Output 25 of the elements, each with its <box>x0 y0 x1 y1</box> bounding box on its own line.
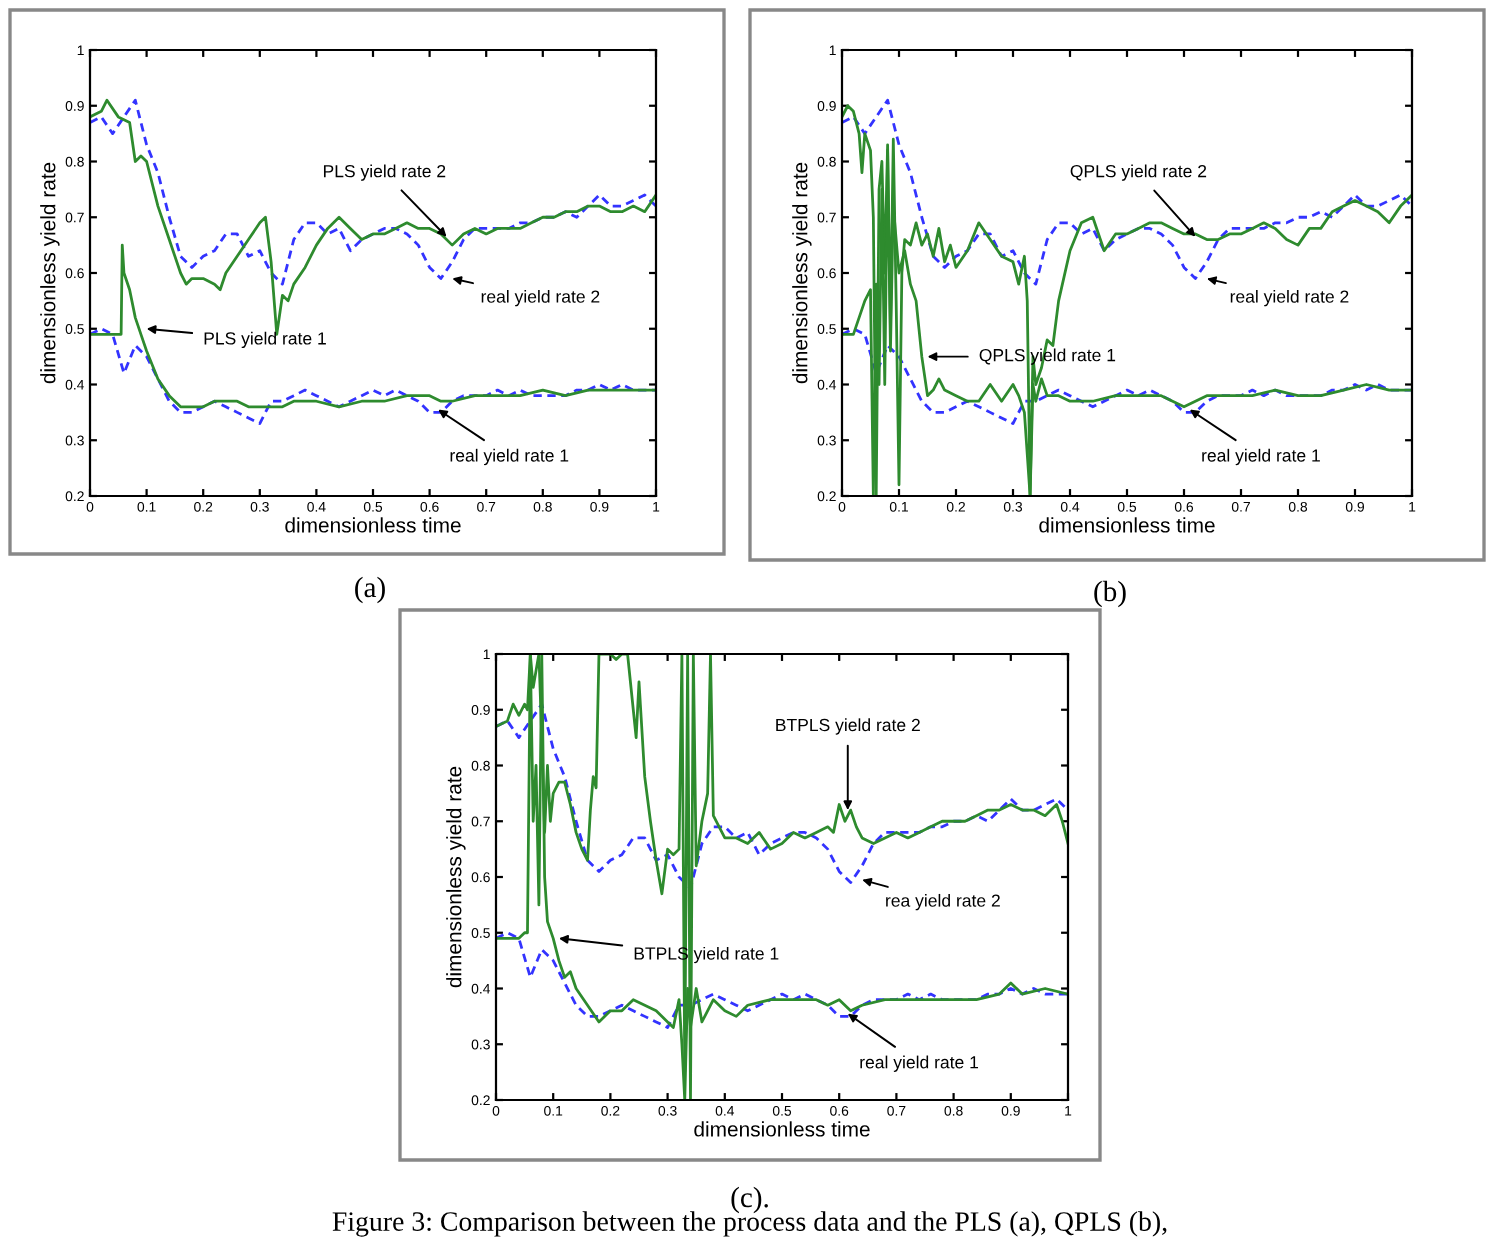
annotation: PLS yield rate 2 <box>323 164 446 181</box>
x-axis-title: dimensionless time <box>1039 517 1215 533</box>
text: (a) <box>355 576 385 604</box>
caption: Figure 3: Comparison between the process data and the PLS (a), QPLS (b), <box>332 1211 1167 1237</box>
y-axis-title: dimensionless yield rate <box>792 162 812 384</box>
line-series <box>496 931 1068 1029</box>
y-axis-title: dimensionless yield rate <box>446 766 466 988</box>
annotation: BTPLS yield rate 2 <box>776 718 920 735</box>
x-axis-title: dimensionless time <box>285 517 461 533</box>
annotation: real yield rate 1 <box>450 448 569 466</box>
annotation: real yield rate 1 <box>1202 448 1320 466</box>
annotation: rea yield rate 2 <box>886 893 1000 911</box>
annotation: real yield rate 2 <box>481 289 600 307</box>
line-series <box>90 243 656 409</box>
annotation: real yield rate 2 <box>1230 289 1349 307</box>
y-axis-title: dimensionless yield rate <box>40 162 60 384</box>
annotation: QPLS yield rate 2 <box>1070 164 1207 181</box>
annotation: real yield rate 1 <box>860 1055 979 1072</box>
line-series <box>90 98 656 286</box>
line-series <box>842 98 1412 286</box>
text: (b) <box>1094 580 1126 608</box>
x-axis-title: dimensionless time <box>694 1121 870 1137</box>
annotation: PLS yield rate 1 <box>204 331 326 349</box>
line-series <box>496 654 1068 1100</box>
text: (c). <box>731 1186 768 1214</box>
